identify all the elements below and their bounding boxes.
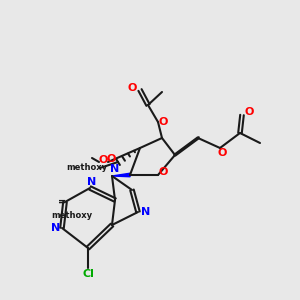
Text: O: O: [158, 167, 168, 177]
Polygon shape: [112, 173, 130, 177]
Text: O: O: [106, 154, 116, 164]
Text: O: O: [244, 107, 254, 117]
Text: N: N: [141, 207, 151, 217]
Text: N: N: [51, 223, 61, 233]
Text: Cl: Cl: [82, 269, 94, 279]
Text: N: N: [110, 164, 120, 174]
Text: O: O: [127, 83, 137, 93]
Text: methoxy: methoxy: [66, 164, 108, 172]
Text: O: O: [98, 155, 108, 165]
Text: O: O: [217, 148, 227, 158]
Text: methoxy: methoxy: [51, 211, 93, 220]
Text: =: =: [58, 197, 66, 207]
Text: O: O: [158, 117, 168, 127]
Text: N: N: [87, 177, 97, 187]
